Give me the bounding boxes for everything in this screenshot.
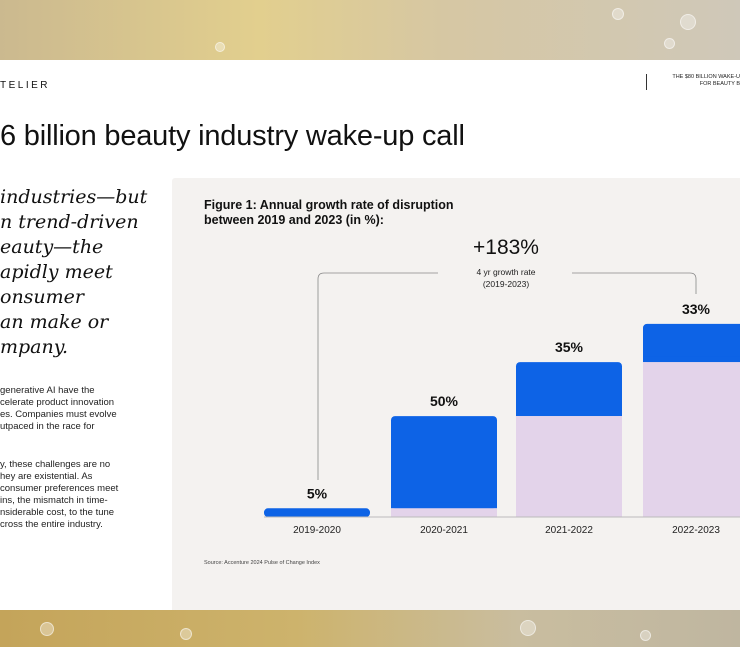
body-line: es. Companies must evolve [0, 409, 117, 420]
running-header-line: FOR BEAUTY B [699, 81, 740, 87]
bar-base-segment [391, 508, 497, 517]
background-bottom-texture [0, 610, 740, 647]
pull-quote: industries—but n trend-driven eauty—the … [0, 185, 160, 360]
pull-quote-line: onsumer [0, 286, 85, 308]
bar-growth-segment [264, 508, 370, 517]
body-line: celerate product innovation [0, 397, 115, 408]
pull-quote-line: mpany. [0, 336, 68, 358]
pull-quote-line: industries—but [0, 186, 148, 208]
figure-title: Figure 1: Annual growth rate of disrupti… [204, 198, 454, 228]
total-growth-caption: 4 yr growth rate [476, 267, 535, 277]
page-title: 6 billion beauty industry wake-up call [0, 120, 465, 152]
body-line: cross the entire industry. [0, 519, 103, 530]
pull-quote-line: an make or [0, 311, 109, 333]
bubble-decoration [680, 14, 696, 30]
bar-growth-segment-edge [516, 410, 622, 417]
body-line: y, these challenges are no [0, 459, 111, 470]
x-tick-label: 2019-2020 [293, 525, 341, 536]
bar-growth-segment [643, 323, 740, 363]
brand-logo-text: TELIER [0, 80, 51, 91]
total-growth-caption: (2019-2023) [483, 279, 529, 289]
bar-value-label: 33% [682, 301, 711, 317]
bar-growth-segment [516, 362, 622, 417]
bar-chart: 5% 2019-2020 50% 2020-2021 35% 2021-2022 33% 20… [264, 236, 740, 536]
body-line: consumer preferences meet [0, 483, 119, 494]
body-line: ins, the mismatch in time- [0, 495, 108, 506]
bubble-decoration [215, 42, 225, 52]
bar-base-segment [516, 416, 622, 517]
pull-quote-line: apidly meet [0, 261, 113, 283]
bar-value-label: 50% [430, 393, 459, 409]
bubble-decoration [40, 622, 54, 636]
pull-quote-line: eauty—the [0, 236, 104, 258]
x-tick-label: 2020-2021 [420, 525, 468, 536]
running-header: THE $80 BILLION WAKE-U FOR BEAUTY B [654, 74, 740, 88]
figure-title-line: Figure 1: Annual growth rate of disrupti… [204, 198, 454, 212]
bar-growth-segment-edge [391, 502, 497, 509]
header-divider [646, 74, 647, 90]
bubble-decoration [612, 8, 624, 20]
x-tick-label: 2022-2023 [672, 525, 720, 536]
running-header-line: THE $80 BILLION WAKE-U [672, 74, 740, 80]
bar-growth-segment [391, 416, 497, 509]
bubble-decoration [640, 630, 651, 641]
figure-source: Source: Accenture 2024 Pulse of Change I… [204, 560, 320, 566]
bar-value-label: 35% [555, 339, 584, 355]
figure-title-line: between 2019 and 2023 (in %): [204, 213, 384, 227]
body-line: hey are existential. As [0, 471, 93, 482]
body-line: nsiderable cost, to the tune [0, 507, 115, 518]
bar-value-label: 5% [307, 485, 328, 501]
bracket-left [317, 272, 438, 480]
bubble-decoration [664, 38, 675, 49]
bubble-decoration [180, 628, 192, 640]
pull-quote-line: n trend-driven [0, 211, 139, 233]
body-line: generative AI have the [0, 385, 95, 396]
total-growth-label: +183% [473, 236, 539, 259]
bubble-decoration [520, 620, 536, 636]
bar-base-segment [643, 362, 740, 517]
body-paragraph: generative AI have the celerate product … [0, 385, 160, 433]
body-line: utpaced in the race for [0, 421, 95, 432]
bar-growth-segment-edge [643, 356, 740, 363]
x-tick-label: 2021-2022 [545, 525, 593, 536]
bracket-right [572, 272, 697, 294]
background-top-texture [0, 0, 740, 60]
body-paragraph: y, these challenges are no hey are exist… [0, 459, 160, 531]
